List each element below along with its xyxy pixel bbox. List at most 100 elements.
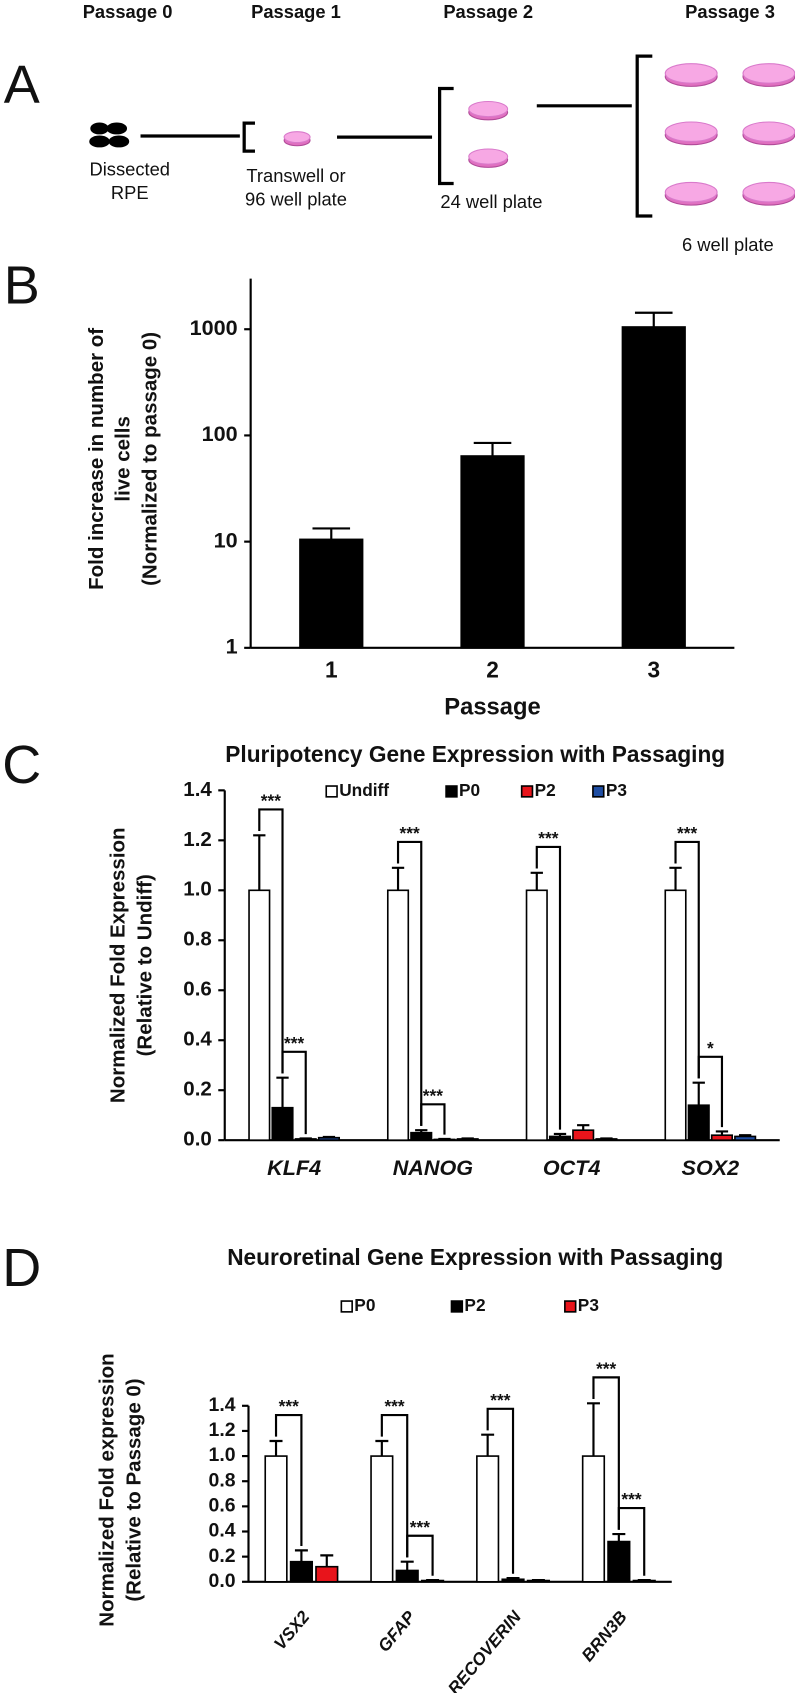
panel-label: A xyxy=(4,55,40,115)
legend-swatch xyxy=(520,785,534,798)
significance-label: *** xyxy=(410,1517,430,1537)
bar xyxy=(289,1560,314,1583)
significance-bracket xyxy=(486,1407,515,1574)
error-bar xyxy=(294,1549,308,1562)
error-bar xyxy=(320,1554,334,1567)
bar xyxy=(734,1135,757,1141)
bar xyxy=(710,1134,734,1141)
panel-label: D xyxy=(2,1238,41,1298)
bar xyxy=(501,1578,525,1583)
significance-label: *** xyxy=(677,823,697,843)
y-tick-label: 0.8 xyxy=(209,1469,236,1491)
caption: 24 well plate xyxy=(440,191,542,212)
significance-bracket xyxy=(258,808,284,1074)
y-tick-label: 100 xyxy=(202,421,238,446)
panel-label: C xyxy=(2,735,41,795)
dish-top xyxy=(468,100,509,118)
bar xyxy=(572,1129,595,1141)
chart-title: Pluripotency Gene Expression with Passag… xyxy=(225,741,725,767)
x-tick-label: KLF4 xyxy=(267,1155,321,1180)
x-tick-label: VSX2 xyxy=(270,1607,314,1654)
significance-bracket xyxy=(396,840,423,1126)
dish-top xyxy=(742,63,795,84)
significance-label: *** xyxy=(400,823,420,843)
error-bar xyxy=(391,866,405,891)
y-tick-label: 0.6 xyxy=(209,1494,236,1516)
error-bar xyxy=(415,1129,428,1133)
y-tick-label: 1.2 xyxy=(209,1419,236,1441)
bar xyxy=(687,1104,710,1141)
error-bar xyxy=(692,1081,705,1106)
y-tick-label: 1000 xyxy=(190,315,238,340)
error-bar xyxy=(269,1439,283,1457)
caption: 96 well plate xyxy=(245,189,347,210)
error-bar xyxy=(481,1433,495,1457)
error-bar xyxy=(586,1402,600,1457)
bar xyxy=(664,889,687,1141)
error-bar xyxy=(400,1560,414,1571)
error-bar xyxy=(276,1076,289,1108)
error-bar xyxy=(473,441,512,457)
caption: Transwell or xyxy=(246,165,345,186)
bar xyxy=(315,1565,339,1583)
significance-label: *** xyxy=(621,1489,641,1509)
significance-bracket xyxy=(697,1055,724,1128)
legend-swatch xyxy=(592,785,605,798)
significance-label: *** xyxy=(538,828,558,848)
significance-bracket xyxy=(406,1534,434,1576)
significance-label: *** xyxy=(384,1396,404,1416)
significance-label: *** xyxy=(279,1396,299,1416)
error-bar xyxy=(253,834,266,891)
significance-label: *** xyxy=(490,1390,510,1410)
y-tick-label: 0.0 xyxy=(183,1128,212,1151)
legend-swatch xyxy=(325,785,338,798)
dishes xyxy=(283,63,795,206)
x-tick-label: OCT4 xyxy=(543,1155,601,1180)
significance-bracket xyxy=(535,845,562,1130)
x-tick-label: NANOG xyxy=(393,1155,474,1180)
y-tick-label: 1.4 xyxy=(209,1394,236,1416)
y-tick-label: 1.0 xyxy=(183,878,212,901)
y-tick-label: 0.0 xyxy=(209,1570,236,1592)
x-tick-label: RECOVERIN xyxy=(444,1606,526,1693)
bar xyxy=(299,538,364,649)
error-bar xyxy=(634,311,673,327)
x-tick-label: 2 xyxy=(486,657,499,683)
significance-bracket xyxy=(281,1050,307,1135)
x-tick-label: GFAP xyxy=(374,1606,420,1655)
y-axis-label: (Relative to Passage 0) xyxy=(123,1378,146,1601)
y-axis-label: live cells xyxy=(112,416,135,501)
passage-label: Passage 3 xyxy=(685,1,775,22)
panel-label: B xyxy=(4,256,40,316)
significance-bracket xyxy=(274,1414,303,1547)
dish-top xyxy=(283,131,311,144)
error-bar xyxy=(531,1578,545,1582)
y-tick-label: 1.4 xyxy=(183,778,212,801)
x-tick-label: BRN3B xyxy=(577,1607,631,1665)
y-tick-label: 1.0 xyxy=(209,1444,236,1466)
dish-top xyxy=(664,63,718,84)
x-tick-label: 1 xyxy=(325,657,338,683)
error-bar xyxy=(506,1576,520,1580)
dish-top xyxy=(468,148,509,165)
error-bar xyxy=(577,1124,590,1131)
y-tick-label: 1.2 xyxy=(183,828,212,851)
x-tick-label: 3 xyxy=(647,657,660,683)
bar xyxy=(395,1569,419,1583)
bar xyxy=(264,1455,288,1583)
y-axis-label: Fold increase in number of xyxy=(85,328,108,590)
bar xyxy=(386,889,410,1141)
y-tick-label: 0.2 xyxy=(209,1545,236,1567)
bar xyxy=(581,1455,606,1583)
x-axis-label: Passage xyxy=(444,694,540,721)
y-axis-label: Normalized Fold expression xyxy=(96,1353,119,1626)
error-bar xyxy=(426,1578,440,1582)
y-tick-label: 0.4 xyxy=(209,1520,236,1542)
error-bar xyxy=(375,1439,389,1457)
caption: 6 well plate xyxy=(682,234,774,255)
legend-label: Undiff xyxy=(339,780,389,800)
y-tick-label: 0.8 xyxy=(183,928,212,951)
bar xyxy=(248,889,271,1141)
significance-bracket xyxy=(592,1376,620,1530)
